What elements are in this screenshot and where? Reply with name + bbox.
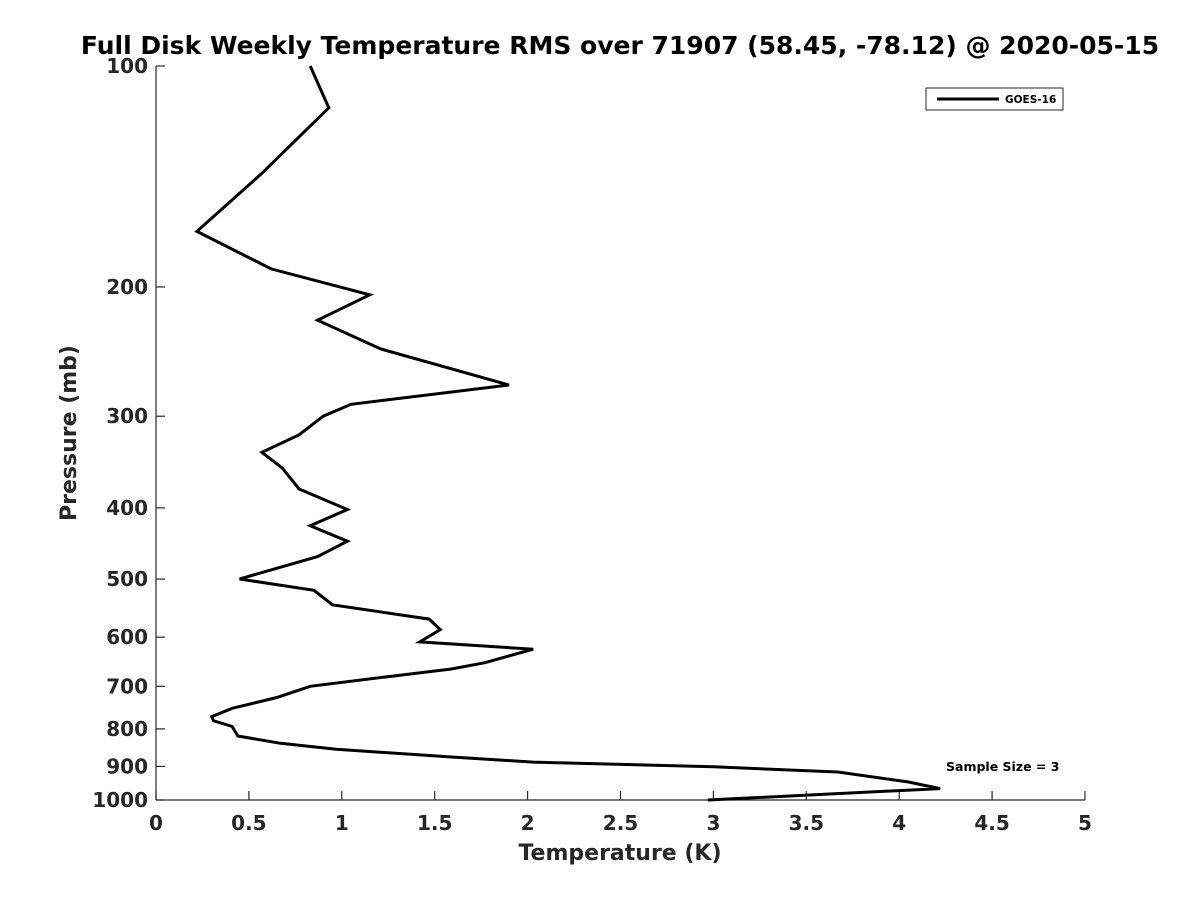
x-tick-label: 3.5	[789, 811, 824, 835]
y-tick-label: 800	[106, 717, 148, 741]
x-tick-label: 0.5	[231, 811, 266, 835]
sample-size-annotation: Sample Size = 3	[946, 759, 1059, 774]
y-tick-label: 200	[106, 275, 148, 299]
x-tick-label: 1.5	[417, 811, 452, 835]
x-ticks: 0 0.5 1 1.5 2 2.5 3 3.5 4 4.5 5	[149, 791, 1092, 835]
x-tick-label: 2	[521, 811, 535, 835]
x-tick-label: 1	[335, 811, 349, 835]
series-line-goes-16	[194, 65, 941, 802]
y-tick-label: 400	[106, 496, 148, 520]
x-tick-label: 5	[1078, 811, 1092, 835]
x-tick-label: 2.5	[603, 811, 638, 835]
y-tick-label: 100	[106, 54, 148, 78]
x-axis-label: Temperature (K)	[518, 841, 721, 866]
y-tick-label: 500	[106, 567, 148, 591]
x-tick-label: 3	[706, 811, 720, 835]
y-axis-label: Pressure (mb)	[57, 345, 82, 521]
x-tick-label: 0	[149, 811, 163, 835]
y-ticks: 100 200 300 400 500 600 700 800 900 1000	[92, 54, 165, 812]
x-tick-label: 4.5	[974, 811, 1009, 835]
y-tick-label: 1000	[92, 788, 148, 812]
x-tick-label: 4	[892, 811, 906, 835]
y-tick-label: 600	[106, 625, 148, 649]
chart-title: Full Disk Weekly Temperature RMS over 71…	[81, 31, 1159, 60]
y-tick-label: 300	[106, 404, 148, 428]
series-layer	[194, 65, 941, 802]
y-tick-label: 900	[106, 754, 148, 778]
legend-label-goes-16: GOES-16	[1005, 94, 1056, 106]
y-tick-label: 700	[106, 674, 148, 698]
legend: GOES-16	[925, 87, 1064, 111]
